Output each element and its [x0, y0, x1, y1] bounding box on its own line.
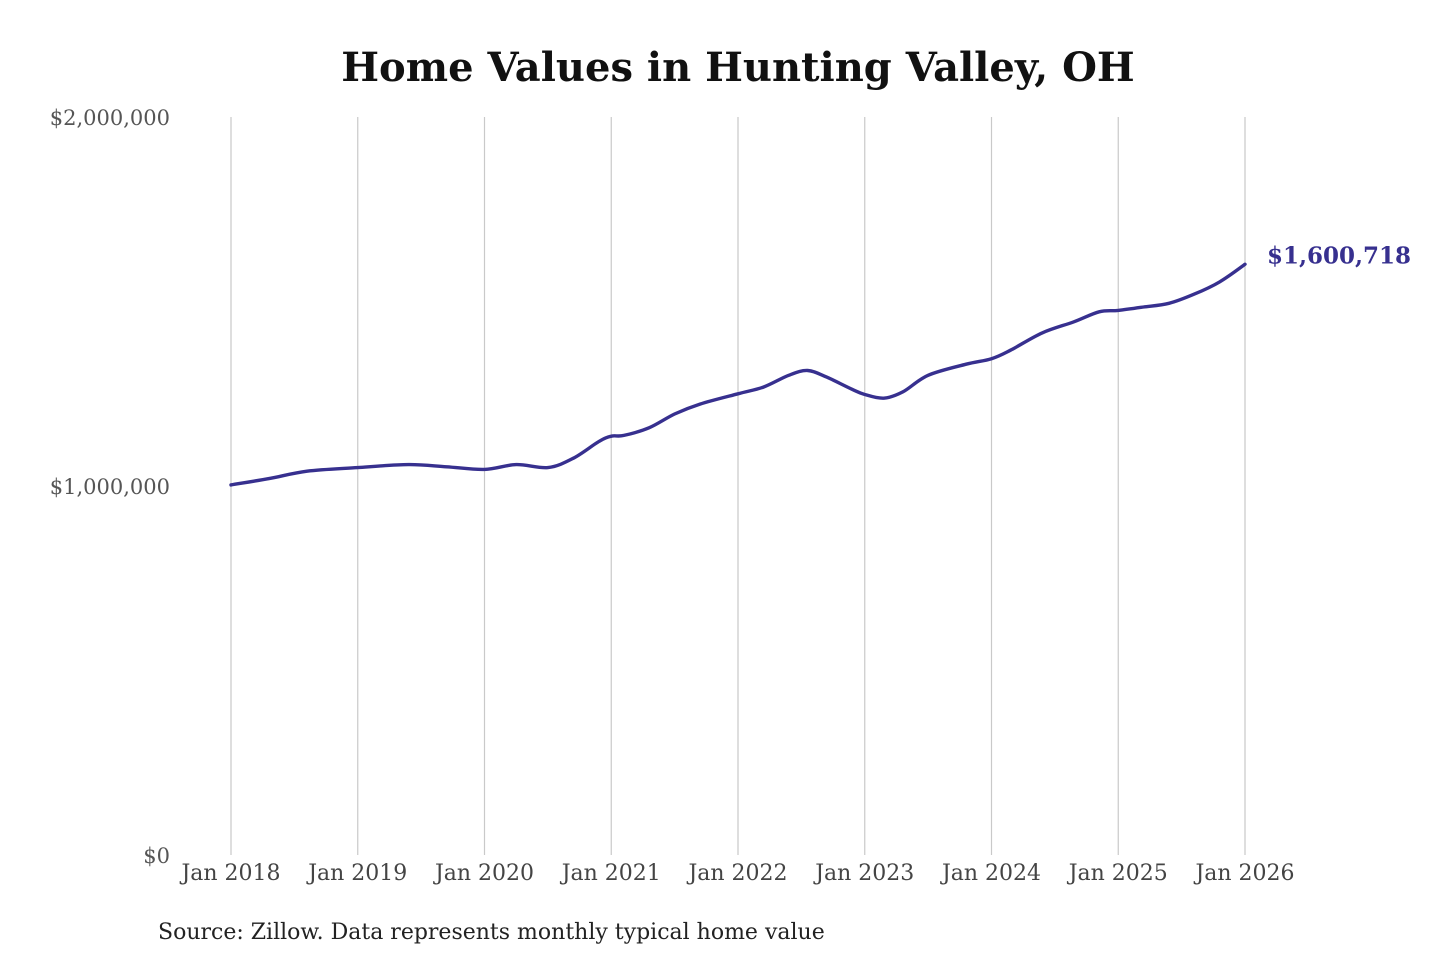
x-tick-label-2023: Jan 2023	[813, 861, 914, 886]
vertical-gridlines	[230, 117, 1246, 855]
latest-value-label: $1,600,718	[1267, 242, 1411, 269]
x-tick-label-2024: Jan 2024	[940, 861, 1041, 886]
y-tick-label-2000000: $2,000,000	[50, 106, 170, 130]
x-tick-label-2025: Jan 2025	[1067, 861, 1168, 886]
x-tick-label-2026: Jan 2026	[1193, 861, 1294, 886]
y-tick-label-1000000: $1,000,000	[50, 475, 170, 499]
y-axis-tick-labels: $0 $1,000,000 $2,000,000	[50, 106, 170, 868]
home-value-series-line	[229, 262, 1247, 487]
source-note: Source: Zillow. Data represents monthly …	[158, 920, 825, 945]
x-tick-label-2019: Jan 2019	[306, 861, 407, 886]
x-axis-tick-labels: Jan 2018 Jan 2019 Jan 2020 Jan 2021 Jan 2022…	[179, 861, 1294, 886]
x-tick-label-2020: Jan 2020	[433, 861, 534, 886]
y-tick-label-0: $0	[143, 844, 170, 868]
x-tick-label-2018: Jan 2018	[179, 861, 280, 886]
chart-title: Home Values in Hunting Valley, OH	[341, 44, 1134, 91]
x-tick-label-2021: Jan 2021	[560, 861, 661, 886]
x-tick-label-2022: Jan 2022	[686, 861, 787, 886]
